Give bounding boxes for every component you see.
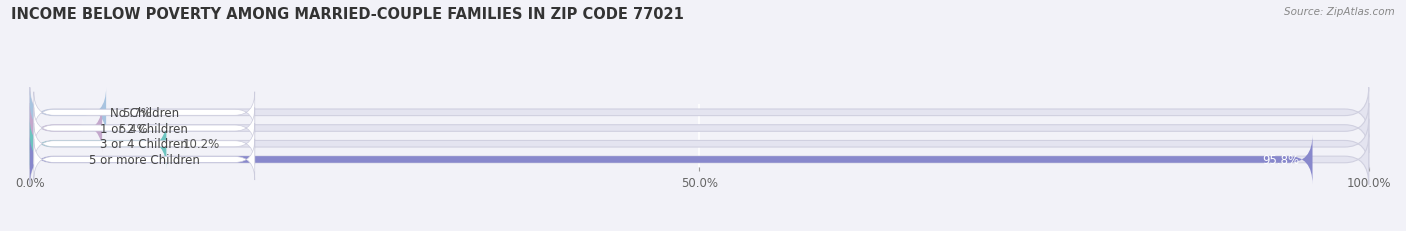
- Text: No Children: No Children: [110, 106, 179, 119]
- Text: 10.2%: 10.2%: [183, 138, 219, 151]
- Text: INCOME BELOW POVERTY AMONG MARRIED-COUPLE FAMILIES IN ZIP CODE 77021: INCOME BELOW POVERTY AMONG MARRIED-COUPL…: [11, 7, 685, 22]
- Text: Source: ZipAtlas.com: Source: ZipAtlas.com: [1284, 7, 1395, 17]
- FancyBboxPatch shape: [30, 88, 1369, 138]
- Text: 95.8%: 95.8%: [1263, 153, 1299, 166]
- FancyBboxPatch shape: [34, 92, 254, 133]
- FancyBboxPatch shape: [34, 108, 254, 149]
- Text: 3 or 4 Children: 3 or 4 Children: [100, 138, 188, 151]
- FancyBboxPatch shape: [30, 103, 1369, 153]
- Text: 5.7%: 5.7%: [122, 106, 152, 119]
- FancyBboxPatch shape: [34, 139, 254, 180]
- FancyBboxPatch shape: [30, 119, 1369, 169]
- FancyBboxPatch shape: [30, 119, 166, 169]
- FancyBboxPatch shape: [30, 88, 105, 138]
- FancyBboxPatch shape: [30, 135, 1313, 185]
- FancyBboxPatch shape: [30, 135, 1369, 185]
- FancyBboxPatch shape: [34, 124, 254, 165]
- Text: 5 or more Children: 5 or more Children: [89, 153, 200, 166]
- FancyBboxPatch shape: [30, 103, 103, 153]
- Text: 5.4%: 5.4%: [118, 122, 148, 135]
- Text: 1 or 2 Children: 1 or 2 Children: [100, 122, 188, 135]
